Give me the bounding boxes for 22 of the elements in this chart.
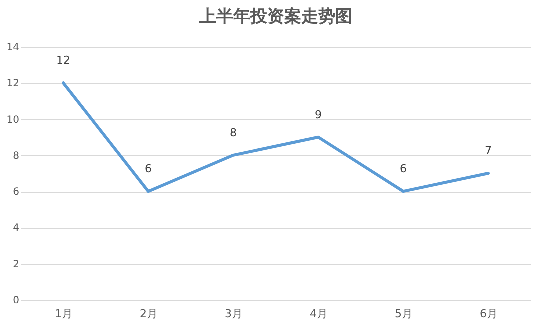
data-label: 8 — [230, 126, 237, 140]
x-tick-label: 5月 — [395, 308, 413, 320]
data-label: 7 — [485, 144, 492, 158]
y-tick-label: 6 — [13, 187, 20, 198]
x-tick-label: 3月 — [225, 308, 243, 320]
x-tick-label: 2月 — [140, 308, 158, 320]
x-tick-label: 6月 — [480, 308, 498, 320]
y-tick-label: 12 — [6, 78, 20, 90]
y-tick-label: 2 — [13, 259, 20, 270]
y-tick-label: 14 — [6, 42, 20, 54]
y-tick-label: 0 — [13, 296, 20, 306]
x-tick-label: 1月 — [55, 308, 73, 320]
y-tick-label: 10 — [6, 114, 20, 126]
line-series — [62, 82, 490, 194]
x-tick-label: 4月 — [310, 308, 328, 320]
data-label: 6 — [145, 162, 152, 176]
chart-title: 上半年投资案走势图 — [198, 6, 352, 27]
data-label: 12 — [56, 54, 70, 68]
data-label: 9 — [315, 108, 322, 122]
data-label: 6 — [400, 162, 407, 176]
y-tick-label: 4 — [13, 223, 20, 234]
y-tick-label: 8 — [13, 150, 20, 162]
